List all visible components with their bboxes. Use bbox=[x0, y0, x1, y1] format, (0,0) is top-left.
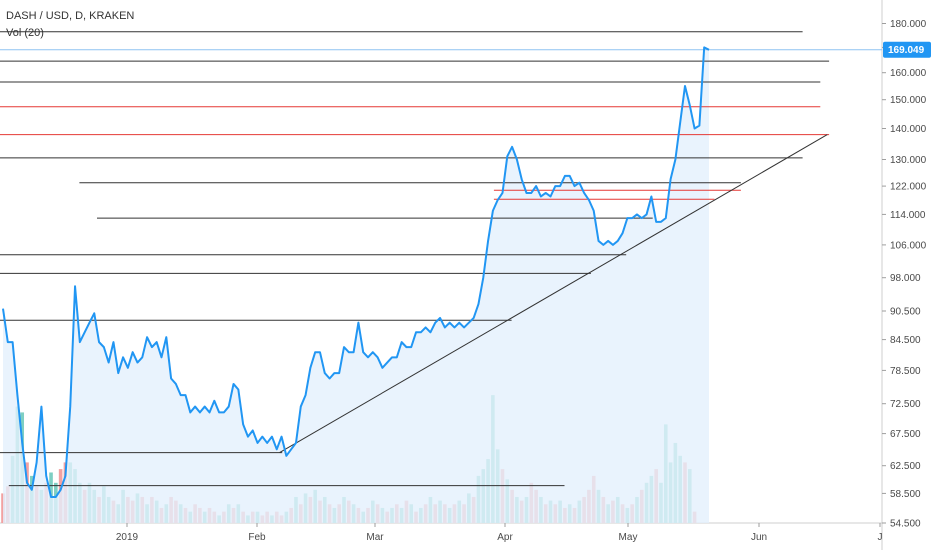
time-tick-label: Feb bbox=[248, 532, 266, 543]
time-axis[interactable]: 2019 Feb Mar Apr May Jun J bbox=[116, 523, 883, 543]
time-tick-label: Mar bbox=[366, 532, 384, 543]
price-tick-label: 54.500 bbox=[890, 519, 921, 530]
time-tick-label: 2019 bbox=[116, 532, 139, 543]
symbol-title[interactable]: DASH / USD, D, KRAKEN bbox=[6, 10, 135, 22]
price-tick-label: 98.000 bbox=[890, 273, 921, 284]
volume-indicator-label[interactable]: Vol (20) bbox=[6, 27, 44, 39]
price-tick-label: 140.000 bbox=[890, 124, 927, 135]
price-tick-label: 62.500 bbox=[890, 461, 921, 472]
drawing-lines[interactable] bbox=[0, 31, 882, 487]
price-tick-label: 67.500 bbox=[890, 429, 921, 440]
price-tick-label: 122.000 bbox=[890, 182, 927, 193]
chart-legend: DASH / USD, D, KRAKEN Vol (20) bbox=[6, 8, 134, 42]
price-tick-label: 150.000 bbox=[890, 95, 927, 106]
price-series-line bbox=[2, 46, 710, 498]
price-tick-label: 58.500 bbox=[890, 489, 921, 500]
price-tick-label: 160.000 bbox=[890, 68, 927, 79]
price-tick-label: 72.500 bbox=[890, 399, 921, 410]
price-area bbox=[3, 47, 709, 523]
time-tick-label: Jun bbox=[751, 532, 767, 543]
price-tick-label: 84.500 bbox=[890, 335, 921, 346]
last-price-label: 169.049 bbox=[888, 45, 925, 56]
price-tick-label: 180.000 bbox=[890, 19, 927, 30]
time-tick-label: May bbox=[619, 532, 638, 543]
price-axis[interactable]: 180.000170.000160.000150.000140.000130.0… bbox=[882, 19, 931, 530]
price-tick-label: 114.000 bbox=[890, 210, 926, 221]
ascending-trendline[interactable] bbox=[279, 134, 828, 454]
last-price-tag bbox=[883, 41, 931, 58]
time-tick-label: Apr bbox=[497, 532, 513, 543]
price-tick-label: 78.500 bbox=[890, 366, 921, 377]
price-line bbox=[2, 46, 710, 498]
price-tick-label: 90.500 bbox=[890, 307, 921, 318]
time-tick-label: J bbox=[878, 532, 883, 543]
price-area-fill bbox=[3, 47, 709, 523]
price-tick-label: 106.000 bbox=[890, 240, 927, 251]
price-tick-label: 130.000 bbox=[890, 155, 927, 166]
